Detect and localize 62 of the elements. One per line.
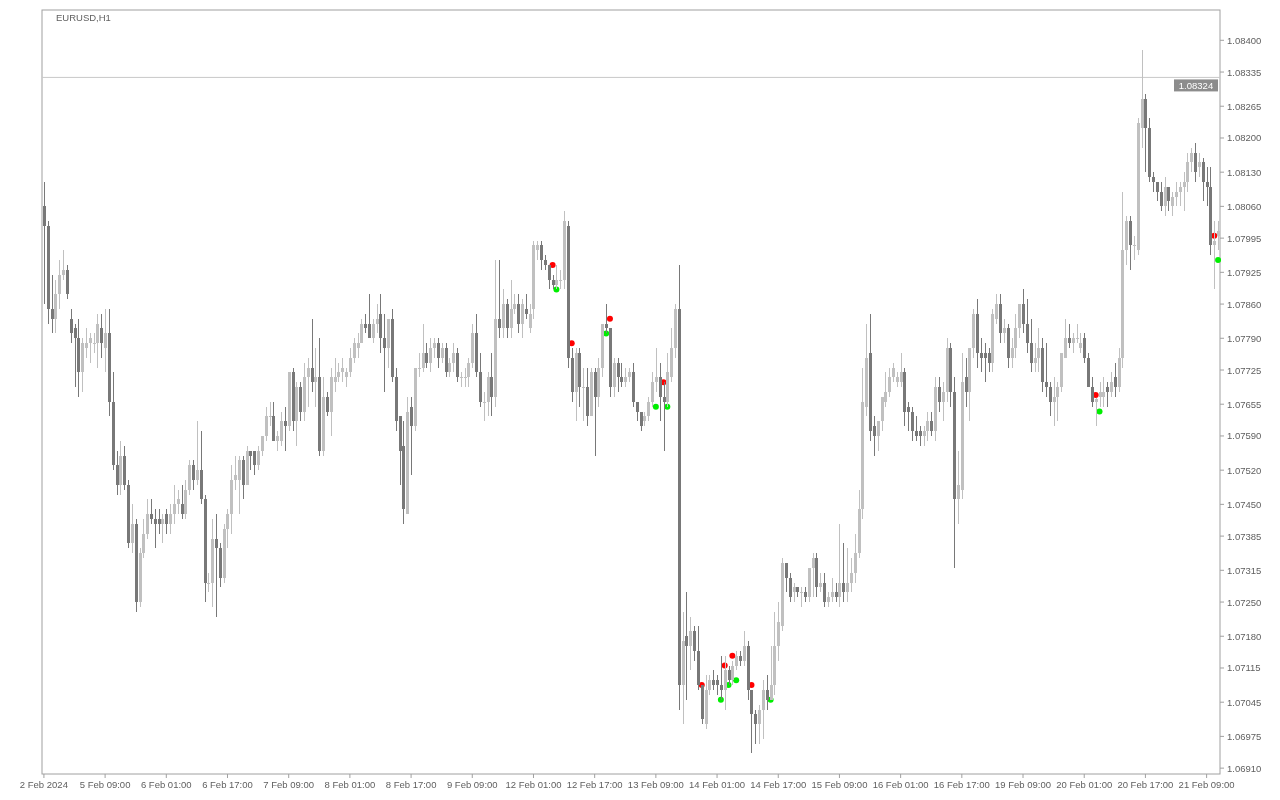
x-tick-label: 7 Feb 09:00 <box>263 779 315 790</box>
y-tick-label: 1.07115 <box>1227 662 1261 674</box>
candlestick <box>559 269 562 290</box>
y-tick-label: 1.07520 <box>1227 464 1262 476</box>
x-tick-label: 2 Feb 2024 <box>19 779 68 790</box>
x-tick-label: 9 Feb 09:00 <box>446 779 498 790</box>
y-tick-label: 1.08060 <box>1227 200 1262 212</box>
y-tick-label: 1.07045 <box>1227 696 1262 708</box>
candlestick <box>483 392 486 422</box>
y-tick-label: 1.08400 <box>1227 34 1262 46</box>
y-tick-label: 1.06975 <box>1227 730 1262 742</box>
y-tick-label: 1.07590 <box>1227 430 1262 442</box>
point <box>1096 408 1103 415</box>
y-tick-label: 1.07925 <box>1227 266 1262 278</box>
x-tick-label: 14 Feb 17:00 <box>750 779 807 790</box>
point <box>549 261 556 268</box>
y-tick-label: 1.07315 <box>1227 564 1262 576</box>
x-tick-label: 20 Feb 01:00 <box>1056 779 1113 790</box>
candlestick <box>215 514 218 617</box>
point <box>729 652 736 659</box>
x-tick-label: 8 Feb 01:00 <box>324 779 376 790</box>
candlestick <box>685 592 688 700</box>
ref-line-label: 1.08324 <box>1178 79 1214 91</box>
chart-title: EURUSD,H1 <box>56 12 111 23</box>
point <box>1215 257 1222 264</box>
x-tick-label: 6 Feb 01:00 <box>140 779 192 790</box>
candlestick <box>1045 343 1048 397</box>
candlestick <box>207 572 210 593</box>
y-tick-label: 1.07725 <box>1227 364 1262 376</box>
point <box>733 677 740 684</box>
point <box>606 315 613 322</box>
y-tick-label: 1.08130 <box>1227 166 1262 178</box>
x-tick-label: 13 Feb 09:00 <box>627 779 684 790</box>
y-tick-label: 1.07385 <box>1227 530 1262 542</box>
candlestick <box>582 367 585 422</box>
x-tick-label: 20 Feb 17:00 <box>1117 779 1174 790</box>
x-tick-label: 16 Feb 01:00 <box>872 779 929 790</box>
y-tick-label: 1.08200 <box>1227 132 1262 144</box>
x-tick-label: 14 Feb 01:00 <box>689 779 746 790</box>
y-tick-label: 1.07860 <box>1227 298 1262 310</box>
x-tick-label: 21 Feb 09:00 <box>1178 779 1235 790</box>
candlestick <box>314 348 317 407</box>
point <box>652 403 659 410</box>
y-tick-label: 1.07180 <box>1227 630 1262 642</box>
x-tick-label: 12 Feb 17:00 <box>566 779 623 790</box>
y-tick-label: 1.07790 <box>1227 332 1262 344</box>
x-tick-label: 16 Feb 17:00 <box>933 779 990 790</box>
y-tick-label: 1.07450 <box>1227 498 1262 510</box>
y-tick-label: 1.07995 <box>1227 232 1262 244</box>
x-tick-label: 6 Feb 17:00 <box>202 779 253 790</box>
y-tick-label: 1.07250 <box>1227 596 1262 608</box>
x-tick-label: 8 Feb 17:00 <box>385 779 437 790</box>
y-tick-label: 1.06910 <box>1227 762 1262 774</box>
x-tick-label: 19 Feb 09:00 <box>995 779 1052 790</box>
x-tick-label: 5 Feb 09:00 <box>79 779 131 790</box>
y-tick-label: 1.08265 <box>1227 100 1262 112</box>
candlestick <box>800 587 803 607</box>
candlestick <box>460 372 463 388</box>
x-tick-label: 15 Feb 09:00 <box>811 779 868 790</box>
y-tick-label: 1.07655 <box>1227 398 1262 410</box>
x-tick-label: 12 Feb 01:00 <box>505 779 562 790</box>
y-tick-label: 1.08335 <box>1227 66 1262 78</box>
